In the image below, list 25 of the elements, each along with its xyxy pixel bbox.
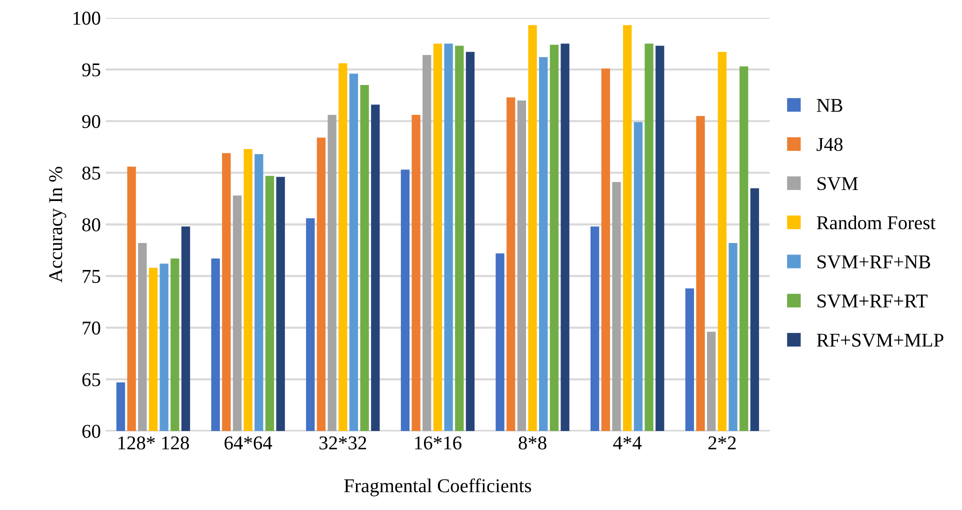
x-tick-label: 2*2 <box>708 436 736 450</box>
y-tick-label: 90 <box>82 114 100 128</box>
x-tick-label: 64*64 <box>224 436 272 450</box>
legend-label: J48 <box>816 138 843 152</box>
x-axis-title: Fragmental Coefficients <box>344 478 532 496</box>
legend-label: SVM <box>818 177 858 190</box>
y-tick-label: 100 <box>74 12 100 25</box>
legend-label: NB <box>816 98 842 112</box>
y-tick-label: 70 <box>82 321 100 335</box>
x-tick-label: 8*8 <box>518 436 546 450</box>
x-tick-label: 16*16 <box>415 436 462 450</box>
x-tick-label: 128* 128 <box>118 436 189 450</box>
legend-label: SVM+RF+NB <box>818 255 930 269</box>
legend-label: RF+SVM+MLP <box>816 334 944 347</box>
y-tick-label: 65 <box>82 373 100 386</box>
x-tick-label: 32*32 <box>320 436 366 450</box>
y-tick-label: 85 <box>82 166 100 180</box>
y-tick-label: 95 <box>82 63 100 76</box>
legend-label: Random Forest <box>816 216 936 230</box>
y-tick-label: 60 <box>82 424 100 438</box>
y-tick-label: 75 <box>82 270 100 283</box>
y-tick-label: 80 <box>82 218 100 232</box>
legend-label: SVM+RF+RT <box>818 294 928 308</box>
x-tick-label: 4*4 <box>613 436 642 450</box>
y-axis-title: Accuracy In % <box>49 166 66 283</box>
